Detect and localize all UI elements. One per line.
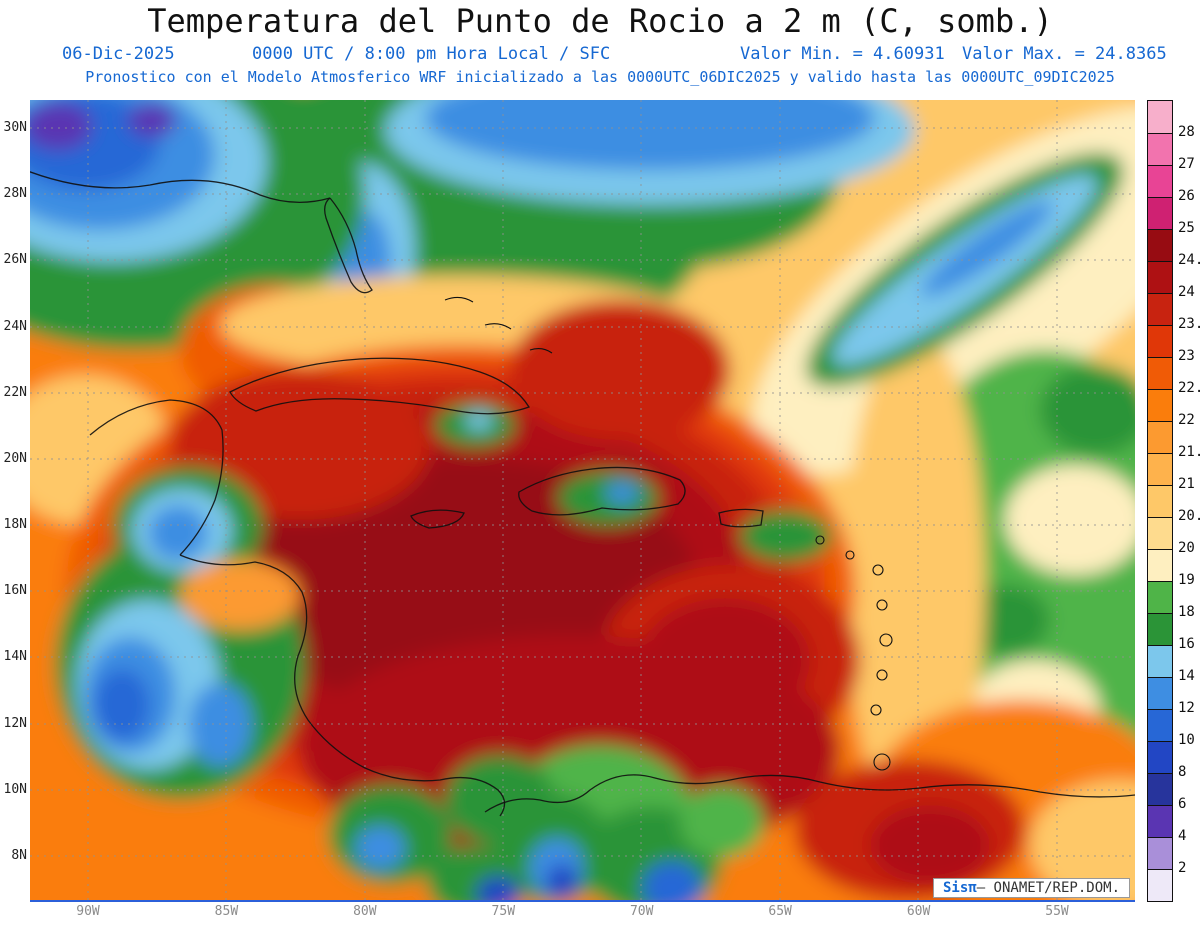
colorbar-tick-label: 19 [1178, 572, 1195, 588]
colorbar-cell [1148, 677, 1172, 709]
colorbar-cell [1148, 837, 1172, 869]
colorbar-cell [1148, 325, 1172, 357]
colorbar-cell [1148, 805, 1172, 837]
colorbar-tick-label: 25 [1178, 220, 1195, 236]
colorbar-cell [1148, 165, 1172, 197]
colorbar-cell [1148, 773, 1172, 805]
colorbar-tick-label: 2 [1178, 860, 1187, 876]
colorbar-tick-label: 24 [1178, 284, 1195, 300]
lon-tick-label: 85W [214, 904, 239, 919]
colorbar-tick-label: 22.5 [1178, 380, 1200, 396]
colorbar-cell [1148, 517, 1172, 549]
colorbar-tick-label: 26 [1178, 188, 1195, 204]
lon-tick-label: 80W [353, 904, 377, 919]
lat-tick-label: 20N [3, 450, 27, 466]
model-info-line: Pronostico con el Modelo Atmosferico WRF… [85, 68, 1115, 86]
lat-tick-label: 14N [3, 649, 27, 665]
colorbar-cell [1148, 485, 1172, 517]
lat-tick-label: 26N [3, 252, 27, 268]
colorbar-tick-label: 22 [1178, 412, 1195, 428]
colorbar-tick-label: 27 [1178, 156, 1195, 172]
lat-tick-label: 22N [3, 384, 27, 400]
lat-tick-label: 16N [3, 583, 27, 599]
lat-tick-label: 28N [3, 186, 27, 202]
colorbar-cell [1148, 741, 1172, 773]
watermark-brand: Sisπ [942, 880, 977, 896]
lat-tick-label: 10N [3, 781, 27, 797]
colorbar-tick-label: 23 [1178, 348, 1195, 364]
value-max-label: Valor Max. = 24.8365 [962, 44, 1167, 64]
colorbar-tick-label: 18 [1178, 604, 1195, 620]
colorbar-tick-label: 6 [1178, 796, 1187, 812]
colorbar-tick-label: 14 [1178, 668, 1195, 684]
header-line: 06-Dic-2025 0000 UTC / 8:00 pm Hora Loca… [0, 44, 1200, 66]
lon-tick-label: 60W [906, 904, 931, 919]
watermark-text: – ONAMET/REP.DOM. [976, 880, 1120, 896]
colorbar-cell [1148, 549, 1172, 581]
forecast-map: Sisπ– ONAMET/REP.DOM. [30, 100, 1135, 902]
colorbar-cell [1148, 133, 1172, 165]
forecast-date: 06-Dic-2025 [62, 44, 175, 64]
colorbar-cell [1148, 293, 1172, 325]
colorbar-tick-label: 20.5 [1178, 508, 1200, 524]
lat-tick-label: 12N [3, 715, 27, 731]
colorbar-tick-label: 4 [1178, 828, 1187, 844]
colorbar-tick-label: 16 [1178, 636, 1195, 652]
colorbar-tick-label: 20 [1178, 540, 1195, 556]
lon-tick-label: 90W [76, 904, 100, 919]
coastlines [30, 171, 1135, 817]
colorbar-cell [1148, 389, 1172, 421]
lon-tick-label: 70W [629, 904, 654, 919]
colorbar-tick-label: 8 [1178, 764, 1187, 780]
lat-tick-label: 24N [3, 318, 27, 334]
grid-lines [30, 100, 1135, 900]
page-title: Temperatura del Punto de Rocio a 2 m (C,… [147, 2, 1053, 40]
colorbar-cell [1148, 453, 1172, 485]
lat-tick-label: 30N [3, 120, 27, 135]
colorbar-tick-label: 28 [1178, 124, 1195, 140]
watermark: Sisπ– ONAMET/REP.DOM. [932, 878, 1130, 898]
lon-tick-label: 75W [491, 904, 516, 919]
colorbar-cell [1148, 197, 1172, 229]
colorbar-cell [1148, 261, 1172, 293]
lon-tick-label: 65W [768, 904, 792, 919]
colorbar-tick-label: 21.5 [1178, 444, 1200, 460]
lat-tick-label: 8N [11, 847, 27, 863]
colorbar-tick-label: 10 [1178, 732, 1195, 748]
colorbar-cell [1148, 645, 1172, 677]
colorbar-tick-label: 24.5 [1178, 252, 1200, 268]
forecast-time: 0000 UTC / 8:00 pm Hora Local / SFC [252, 44, 611, 64]
colorbar-tick-label: 21 [1178, 476, 1195, 492]
dewpoint-field-svg [30, 100, 1135, 900]
colorbar [1147, 100, 1173, 902]
colorbar-cell [1148, 229, 1172, 261]
colorbar-cell [1148, 421, 1172, 453]
colorbar-cell [1148, 869, 1172, 901]
colorbar-cell [1148, 613, 1172, 645]
colorbar-tick-label: 23.5 [1178, 316, 1200, 332]
shaded-field [30, 100, 1135, 900]
colorbar-cell [1148, 709, 1172, 741]
colorbar-cell [1148, 101, 1172, 133]
lon-tick-label: 55W [1045, 904, 1069, 919]
colorbar-cell [1148, 357, 1172, 389]
value-min-label: Valor Min. = 4.60931 [740, 44, 945, 64]
colorbar-tick-label: 12 [1178, 700, 1195, 716]
lat-tick-label: 18N [3, 517, 27, 533]
colorbar-cell [1148, 581, 1172, 613]
